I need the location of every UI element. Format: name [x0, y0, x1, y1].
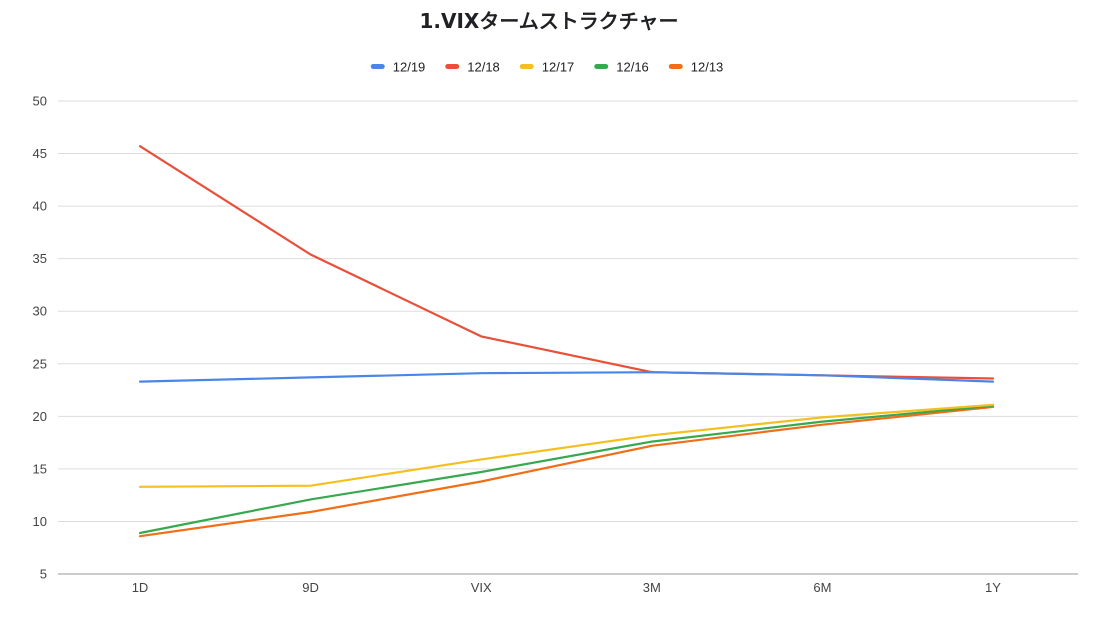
- legend-label: 12/17: [542, 60, 575, 75]
- y-axis-tick-labels: 5 10 15 20 25 30 35 40 45 50: [33, 94, 47, 582]
- legend-label: 12/19: [393, 60, 426, 75]
- series-line-12-16: [138, 404, 995, 535]
- legend-item-12-16[interactable]: 12/16: [594, 60, 649, 75]
- legend-swatch: [668, 64, 683, 69]
- x-tick-label: VIX: [471, 580, 492, 595]
- y-gridlines: [58, 100, 1078, 575]
- legend-label: 12/13: [691, 60, 724, 75]
- y-tick-label: 25: [33, 356, 47, 371]
- y-tick-label: 40: [33, 199, 47, 214]
- x-tick-label: 1Y: [985, 580, 1001, 595]
- legend-item-12-18[interactable]: 12/18: [445, 60, 500, 75]
- x-tick-label: 9D: [302, 580, 319, 595]
- legend-swatch: [445, 64, 460, 69]
- series-line-12-18: [138, 145, 995, 380]
- legend-label: 12/16: [616, 60, 649, 75]
- legend-swatch: [519, 64, 534, 69]
- y-tick-label: 10: [33, 514, 47, 529]
- x-tick-label: 1D: [132, 580, 149, 595]
- legend-item-12-19[interactable]: 12/19: [370, 60, 426, 75]
- x-tick-label: 3M: [643, 580, 661, 595]
- legend-label: 12/18: [467, 60, 500, 75]
- y-tick-label: 5: [40, 567, 47, 582]
- legend-item-12-17[interactable]: 12/17: [519, 60, 575, 75]
- legend: 12/19 12/18 12/17 12/16 12/13: [370, 60, 724, 75]
- y-tick-label: 50: [33, 94, 47, 109]
- series-line-12-13: [138, 405, 995, 538]
- x-tick-label: 6M: [813, 580, 831, 595]
- chart-title: 1.VIXタームストラクチャー: [419, 9, 678, 33]
- y-tick-label: 35: [33, 251, 47, 266]
- series-line-12-19: [138, 371, 995, 383]
- series-lines: [138, 145, 995, 538]
- legend-swatch: [370, 64, 385, 69]
- y-tick-label: 30: [33, 304, 47, 319]
- y-tick-label: 15: [33, 461, 47, 476]
- x-axis-tick-labels: 1D 9D VIX 3M 6M 1Y: [132, 580, 1002, 595]
- legend-item-12-13[interactable]: 12/13: [668, 60, 724, 75]
- legend-swatch: [594, 64, 609, 69]
- y-tick-label: 20: [33, 409, 47, 424]
- series-line-12-17: [138, 403, 995, 488]
- y-tick-label: 45: [33, 146, 47, 161]
